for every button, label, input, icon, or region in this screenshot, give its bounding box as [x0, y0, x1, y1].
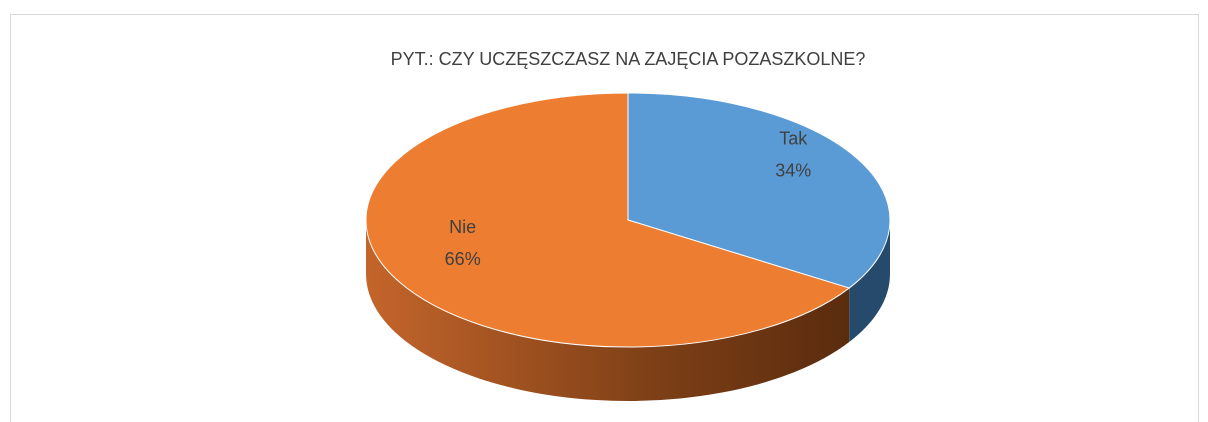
slice-category-label: Nie [449, 217, 476, 237]
slice-category-label: Tak [779, 129, 808, 149]
chart-title: PYT.: CZY UCZĘSZCZASZ NA ZAJĘCIA POZASZK… [391, 49, 866, 69]
chart-frame [10, 14, 1199, 422]
slice-side [849, 220, 890, 343]
slice [365, 92, 851, 348]
slice-value-label: 34% [775, 161, 811, 181]
slice-value-label: 66% [445, 249, 481, 269]
slice-side [366, 220, 850, 402]
slice [627, 92, 891, 289]
